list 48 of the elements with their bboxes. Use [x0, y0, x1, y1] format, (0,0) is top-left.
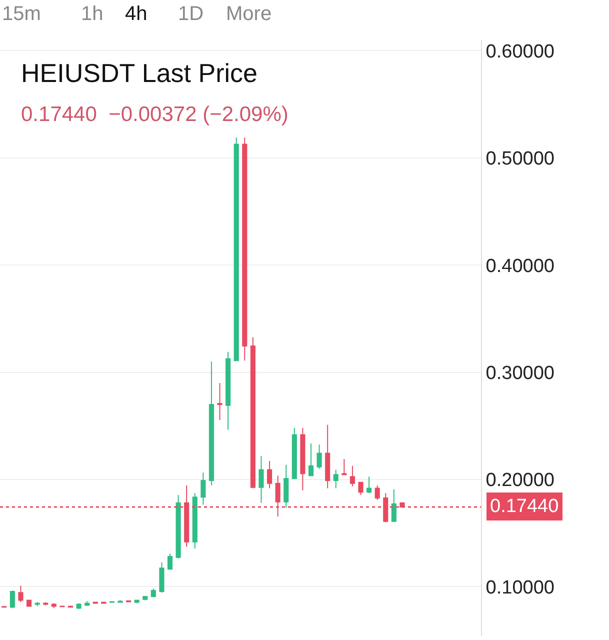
candlestick — [208, 361, 214, 486]
candlestick — [167, 553, 173, 570]
candlestick — [226, 351, 231, 430]
text: 4h — [125, 3, 148, 25]
candlestick — [292, 427, 297, 480]
candlestick — [10, 590, 15, 609]
candlestick — [333, 469, 338, 489]
y-tick-label: 0.50000 — [486, 148, 554, 170]
candlestick — [342, 458, 347, 476]
text: 0.17440 −0.00372 (−2.09%) — [21, 103, 288, 126]
y-tick-label: 0.40000 — [486, 256, 554, 277]
candlestick — [258, 456, 264, 504]
candlestick — [284, 464, 289, 508]
text: 1D — [178, 3, 204, 25]
candlestick — [350, 465, 355, 487]
candlestick — [176, 494, 181, 559]
candlestick — [34, 602, 40, 607]
candlestick — [26, 600, 32, 607]
text: HEIUSDT Last Price — [21, 58, 258, 88]
candlestick — [374, 484, 380, 500]
candlestick — [300, 427, 306, 491]
candlestick — [366, 476, 372, 494]
candlestick — [316, 444, 322, 470]
candlestick — [217, 382, 222, 420]
text: 1h — [81, 3, 104, 25]
ref-line-label: 0.17440 — [490, 496, 559, 517]
candlestick — [92, 601, 98, 604]
text: 15m — [2, 3, 41, 25]
candlestick — [391, 488, 396, 522]
candlestick — [18, 585, 24, 603]
candlestick — [325, 424, 330, 489]
y-tick-label: 0.10000 — [486, 577, 554, 598]
candlestick — [150, 588, 156, 598]
candlestick — [234, 136, 239, 362]
y-tick-label: 0.20000 — [486, 470, 554, 492]
candlestick — [242, 136, 248, 362]
candlestick — [159, 562, 164, 594]
candlestick — [43, 602, 48, 606]
candlestick — [266, 460, 272, 489]
candlestick — [192, 492, 198, 550]
candlestick — [200, 472, 206, 506]
candlestick — [308, 442, 314, 476]
y-tick-label: 0.30000 — [486, 362, 554, 384]
candlestick — [142, 596, 148, 601]
candlestick — [358, 482, 364, 496]
text: More — [226, 3, 272, 25]
y-tick-label: 0.60000 — [486, 41, 554, 62]
candlestick — [250, 336, 256, 489]
